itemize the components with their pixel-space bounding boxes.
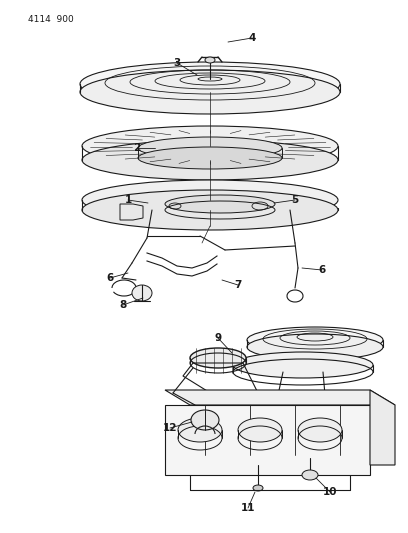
Text: 4114  900: 4114 900 <box>28 15 74 24</box>
Ellipse shape <box>82 126 338 166</box>
Text: 8: 8 <box>120 300 126 310</box>
Text: 5: 5 <box>291 195 299 205</box>
Ellipse shape <box>82 140 338 180</box>
Polygon shape <box>370 390 395 465</box>
Ellipse shape <box>298 418 342 442</box>
Text: 4: 4 <box>248 33 256 43</box>
Ellipse shape <box>247 334 383 360</box>
Ellipse shape <box>132 285 152 301</box>
Ellipse shape <box>205 57 215 63</box>
Ellipse shape <box>80 62 340 106</box>
Text: 3: 3 <box>173 58 181 68</box>
Text: 6: 6 <box>318 265 326 275</box>
Ellipse shape <box>138 137 282 159</box>
Ellipse shape <box>190 348 246 368</box>
Polygon shape <box>120 204 143 220</box>
Ellipse shape <box>238 418 282 442</box>
Ellipse shape <box>302 470 318 480</box>
Ellipse shape <box>80 70 340 114</box>
Ellipse shape <box>82 180 338 220</box>
Text: 11: 11 <box>241 503 255 513</box>
Polygon shape <box>165 390 395 405</box>
Ellipse shape <box>247 327 383 353</box>
Text: 2: 2 <box>133 143 141 153</box>
Polygon shape <box>165 405 370 475</box>
Ellipse shape <box>233 352 373 378</box>
Ellipse shape <box>253 485 263 491</box>
Ellipse shape <box>165 195 275 213</box>
Text: 10: 10 <box>323 487 337 497</box>
Text: 6: 6 <box>106 273 113 283</box>
Text: 1: 1 <box>124 195 132 205</box>
Ellipse shape <box>82 190 338 230</box>
Ellipse shape <box>138 147 282 169</box>
Text: 9: 9 <box>215 333 222 343</box>
Ellipse shape <box>191 410 219 430</box>
Ellipse shape <box>178 418 222 442</box>
Text: 12: 12 <box>163 423 177 433</box>
Text: 7: 7 <box>234 280 242 290</box>
